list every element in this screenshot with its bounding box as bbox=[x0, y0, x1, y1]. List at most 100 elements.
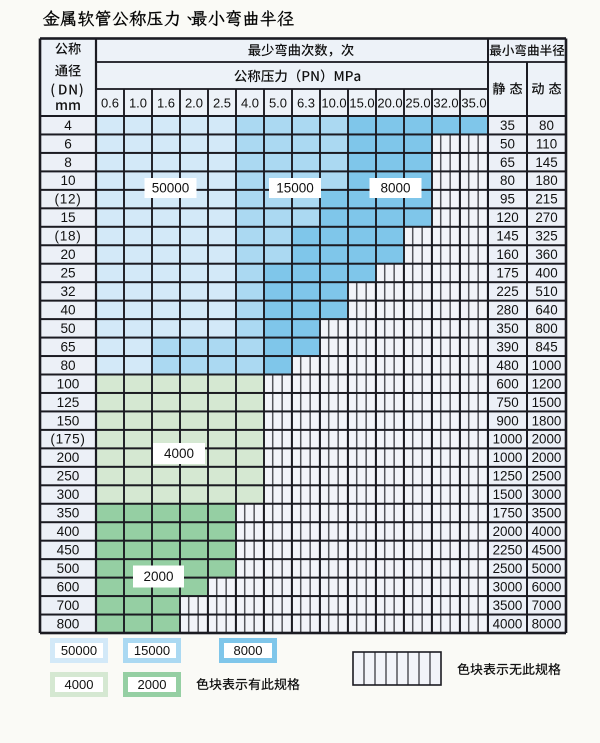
svg-text:280: 280 bbox=[496, 302, 518, 317]
svg-text:(175): (175) bbox=[50, 432, 85, 447]
svg-text:145: 145 bbox=[496, 229, 518, 244]
svg-text:32: 32 bbox=[60, 284, 75, 299]
svg-text:845: 845 bbox=[535, 339, 557, 354]
svg-text:3000: 3000 bbox=[493, 579, 523, 594]
svg-text:8000: 8000 bbox=[234, 643, 263, 658]
svg-text:4500: 4500 bbox=[532, 543, 562, 558]
svg-text:175: 175 bbox=[496, 266, 518, 281]
svg-text:10: 10 bbox=[60, 173, 76, 188]
svg-text:270: 270 bbox=[535, 210, 557, 225]
svg-text:2000: 2000 bbox=[143, 569, 173, 584]
svg-text:15.0: 15.0 bbox=[349, 96, 374, 111]
svg-text:400: 400 bbox=[57, 524, 80, 539]
svg-text:4000: 4000 bbox=[65, 677, 94, 692]
svg-text:1.6: 1.6 bbox=[157, 96, 175, 111]
svg-text:400: 400 bbox=[535, 266, 557, 281]
svg-text:3500: 3500 bbox=[493, 598, 523, 613]
svg-text:95: 95 bbox=[500, 192, 515, 207]
svg-text:10.0: 10.0 bbox=[321, 96, 346, 111]
svg-text:510: 510 bbox=[535, 284, 557, 299]
svg-text:6.3: 6.3 bbox=[297, 96, 315, 111]
svg-text:1500: 1500 bbox=[532, 395, 562, 410]
svg-text:350: 350 bbox=[496, 321, 518, 336]
svg-text:4: 4 bbox=[64, 118, 72, 133]
svg-text:1750: 1750 bbox=[493, 506, 523, 521]
svg-text:50: 50 bbox=[60, 321, 76, 336]
svg-text:65: 65 bbox=[500, 155, 515, 170]
svg-text:5.0: 5.0 bbox=[269, 96, 287, 111]
svg-text:120: 120 bbox=[496, 210, 518, 225]
svg-text:80: 80 bbox=[500, 173, 515, 188]
svg-text:4000: 4000 bbox=[164, 446, 194, 461]
svg-text:225: 225 bbox=[496, 284, 518, 299]
svg-text:50: 50 bbox=[500, 136, 515, 151]
svg-text:80: 80 bbox=[539, 118, 554, 133]
svg-text:480: 480 bbox=[496, 358, 518, 373]
svg-text:640: 640 bbox=[535, 302, 557, 317]
svg-text:450: 450 bbox=[57, 543, 80, 558]
svg-text:1000: 1000 bbox=[493, 432, 523, 447]
svg-text:150: 150 bbox=[57, 413, 80, 428]
svg-text:20.0: 20.0 bbox=[377, 96, 402, 111]
svg-text:1500: 1500 bbox=[493, 487, 523, 502]
svg-text:600: 600 bbox=[496, 376, 518, 391]
svg-text:390: 390 bbox=[496, 339, 518, 354]
svg-text:125: 125 bbox=[57, 395, 80, 410]
svg-text:2500: 2500 bbox=[493, 561, 523, 576]
svg-text:1250: 1250 bbox=[493, 469, 523, 484]
svg-text:750: 750 bbox=[496, 395, 518, 410]
svg-text:8000: 8000 bbox=[532, 616, 562, 631]
svg-text:2250: 2250 bbox=[493, 543, 523, 558]
svg-text:2000: 2000 bbox=[138, 677, 167, 692]
svg-text:1.0: 1.0 bbox=[129, 96, 147, 111]
svg-text:5000: 5000 bbox=[532, 561, 562, 576]
svg-text:600: 600 bbox=[57, 579, 80, 594]
svg-text:325: 325 bbox=[535, 229, 557, 244]
svg-text:32.0: 32.0 bbox=[433, 96, 458, 111]
svg-text:15: 15 bbox=[60, 210, 75, 225]
svg-text:800: 800 bbox=[535, 321, 557, 336]
svg-text:15000: 15000 bbox=[276, 181, 314, 196]
svg-text:160: 160 bbox=[496, 247, 518, 262]
svg-text:6: 6 bbox=[64, 136, 72, 151]
svg-text:700: 700 bbox=[57, 598, 80, 613]
svg-text:25: 25 bbox=[60, 266, 75, 281]
svg-text:800: 800 bbox=[57, 616, 80, 631]
svg-text:6000: 6000 bbox=[532, 579, 562, 594]
svg-text:(12): (12) bbox=[55, 192, 82, 207]
svg-text:80: 80 bbox=[60, 358, 76, 373]
svg-text:8: 8 bbox=[64, 155, 72, 170]
svg-text:25.0: 25.0 bbox=[405, 96, 430, 111]
svg-text:2000: 2000 bbox=[532, 432, 562, 447]
svg-text:1800: 1800 bbox=[532, 413, 562, 428]
svg-text:50000: 50000 bbox=[61, 643, 97, 658]
svg-text:8000: 8000 bbox=[380, 181, 410, 196]
svg-text:(18): (18) bbox=[55, 229, 82, 244]
svg-text:3500: 3500 bbox=[532, 506, 562, 521]
svg-text:500: 500 bbox=[57, 561, 80, 576]
svg-text:2500: 2500 bbox=[532, 469, 562, 484]
svg-text:4000: 4000 bbox=[532, 524, 562, 539]
svg-text:15000: 15000 bbox=[134, 643, 170, 658]
svg-text:1000: 1000 bbox=[493, 450, 523, 465]
svg-text:200: 200 bbox=[57, 450, 80, 465]
svg-text:110: 110 bbox=[536, 136, 557, 151]
svg-text:180: 180 bbox=[535, 173, 557, 188]
svg-text:4.0: 4.0 bbox=[241, 96, 259, 111]
svg-text:50000: 50000 bbox=[152, 181, 190, 196]
svg-text:1200: 1200 bbox=[532, 376, 562, 391]
svg-text:2000: 2000 bbox=[493, 524, 523, 539]
svg-text:250: 250 bbox=[57, 469, 80, 484]
svg-text:20: 20 bbox=[60, 247, 76, 262]
svg-text:350: 350 bbox=[57, 506, 80, 521]
svg-text:145: 145 bbox=[535, 155, 557, 170]
svg-text:0.6: 0.6 bbox=[101, 96, 119, 111]
svg-text:2000: 2000 bbox=[532, 450, 562, 465]
svg-text:900: 900 bbox=[496, 413, 518, 428]
svg-text:100: 100 bbox=[57, 376, 80, 391]
svg-text:3000: 3000 bbox=[532, 487, 562, 502]
svg-text:4000: 4000 bbox=[493, 616, 523, 631]
svg-text:215: 215 bbox=[535, 192, 557, 207]
svg-text:2.0: 2.0 bbox=[185, 96, 203, 111]
svg-text:40: 40 bbox=[60, 302, 76, 317]
